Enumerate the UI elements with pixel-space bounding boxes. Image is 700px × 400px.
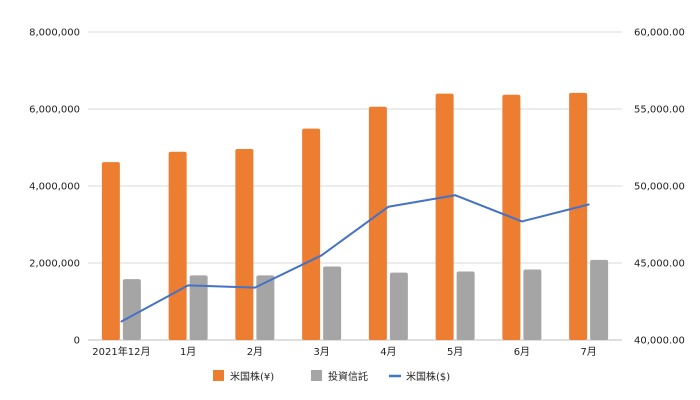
right-tick-label: 50,000.00 bbox=[634, 182, 685, 193]
x-tick-label: 7月 bbox=[580, 346, 596, 358]
left-tick-label: 6,000,000 bbox=[29, 105, 80, 116]
line-series bbox=[120, 194, 589, 323]
line-point-6 bbox=[520, 220, 523, 223]
x-tick-label: 5月 bbox=[447, 346, 463, 358]
left-tick-label: 4,000,000 bbox=[29, 182, 80, 193]
left-tick-label: 8,000,000 bbox=[29, 28, 80, 39]
bar-1-4 bbox=[389, 272, 408, 340]
bar-1-6 bbox=[523, 269, 542, 340]
line-point-4 bbox=[387, 205, 390, 208]
right-tick-label: 60,000.00 bbox=[634, 28, 685, 39]
bar-1-1 bbox=[189, 275, 208, 340]
bar-0-4 bbox=[368, 106, 387, 340]
line-point-5 bbox=[454, 194, 457, 197]
legend-label-2: 米国株($) bbox=[406, 370, 450, 383]
bar-0-2 bbox=[235, 149, 254, 340]
x-tick-label: 2月 bbox=[247, 346, 263, 358]
right-tick-label: 55,000.00 bbox=[634, 105, 685, 116]
bar-0-1 bbox=[168, 151, 187, 340]
x-tick-label: 1月 bbox=[180, 346, 196, 358]
x-tick-label: 6月 bbox=[514, 346, 530, 358]
right-tick-label: 45,000.00 bbox=[634, 259, 685, 270]
x-tick-label: 2021年12月 bbox=[92, 345, 150, 358]
bar-0-0 bbox=[101, 162, 120, 340]
right-tick-label: 40,000.00 bbox=[634, 336, 685, 347]
bar-1-2 bbox=[256, 275, 275, 340]
bar-1-7 bbox=[590, 259, 609, 340]
bar-0-3 bbox=[302, 128, 321, 340]
left-tick-label: 0 bbox=[74, 336, 80, 347]
x-tick-label: 3月 bbox=[313, 346, 329, 358]
x-tick-label: 4月 bbox=[380, 346, 396, 358]
legend-label-0: 米国株(¥) bbox=[230, 370, 274, 383]
left-tick-label: 2,000,000 bbox=[29, 259, 80, 270]
bar-1-3 bbox=[323, 266, 342, 340]
bar-0-7 bbox=[569, 92, 588, 340]
line-point-1 bbox=[187, 284, 190, 287]
bar-0-5 bbox=[435, 93, 454, 340]
line-point-2 bbox=[253, 286, 256, 289]
line-point-3 bbox=[320, 254, 323, 257]
bar-1-5 bbox=[456, 271, 475, 340]
line-point-0 bbox=[120, 320, 123, 323]
bar-1-0 bbox=[122, 279, 141, 340]
line-point-7 bbox=[587, 203, 590, 206]
legend-swatch-0 bbox=[213, 370, 224, 381]
legend-label-1: 投資信託 bbox=[328, 370, 368, 383]
legend-swatch-1 bbox=[311, 370, 322, 381]
